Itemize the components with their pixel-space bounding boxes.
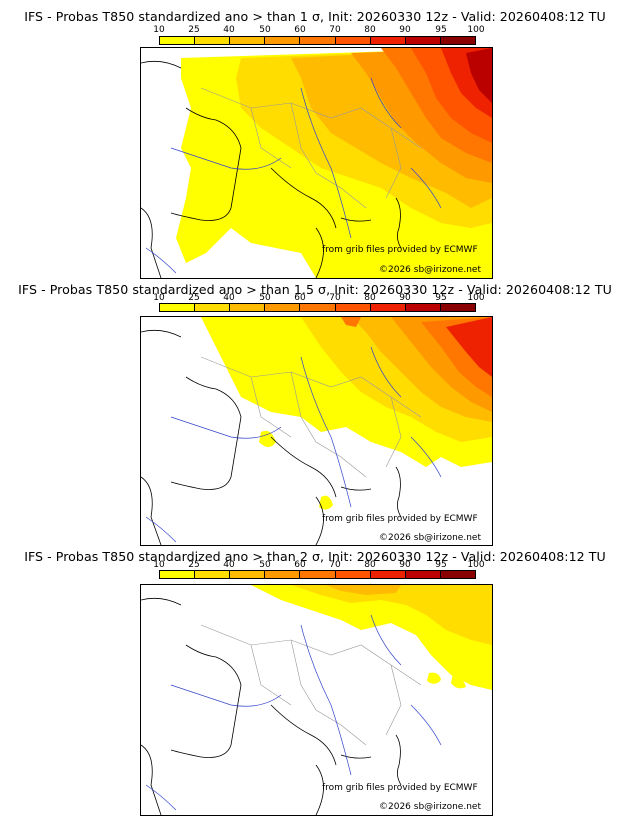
tick-label: 70 — [329, 25, 341, 35]
colorbar — [159, 570, 476, 579]
colorbar-bin — [264, 571, 300, 578]
tick-label: 60 — [294, 560, 306, 570]
map-frame — [140, 316, 493, 546]
colorbar-bin — [160, 571, 195, 578]
tick-label: 60 — [294, 25, 306, 35]
tick-label: 10 — [153, 560, 165, 570]
colorbar-bin — [369, 304, 405, 311]
panel-title: IFS - Probas T850 standardized ano > tha… — [24, 9, 606, 24]
tick-label: 100 — [467, 560, 485, 570]
colorbar-bin — [229, 571, 265, 578]
tick-label: 90 — [399, 560, 411, 570]
colorbar-bin — [264, 37, 300, 44]
tick-label: 25 — [188, 560, 200, 570]
tick-label: 95 — [435, 25, 447, 35]
credit-source: from grib files provided by ECMWF — [322, 245, 478, 255]
colorbar — [159, 36, 476, 45]
colorbar — [159, 303, 476, 312]
credit-source: from grib files provided by ECMWF — [322, 783, 478, 793]
tick-label: 60 — [294, 293, 306, 303]
map-frame — [140, 584, 493, 816]
colorbar-bin — [299, 304, 335, 311]
credit-copyright: ©2026 sb@irizone.net — [379, 802, 481, 812]
colorbar-bin — [439, 571, 475, 578]
colorbar-bin — [439, 304, 475, 311]
tick-label: 80 — [364, 293, 376, 303]
tick-label: 70 — [329, 560, 341, 570]
tick-label: 100 — [467, 293, 485, 303]
colorbar-bin — [334, 571, 370, 578]
colorbar-bin — [369, 571, 405, 578]
colorbar-ticks: 10 25 40 50 60 70 80 90 95 100 — [153, 25, 484, 35]
colorbar-bin — [160, 37, 195, 44]
colorbar-bin — [404, 37, 440, 44]
tick-label: 95 — [435, 560, 447, 570]
colorbar-bin — [194, 37, 230, 44]
colorbar-bin — [229, 37, 265, 44]
tick-label: 80 — [364, 25, 376, 35]
colorbar-ticks: 10 25 40 50 60 70 80 90 95 100 — [153, 560, 484, 570]
map-frame — [140, 47, 493, 279]
colorbar-bin — [299, 571, 335, 578]
colorbar-bin — [194, 571, 230, 578]
tick-label: 50 — [259, 25, 271, 35]
tick-label: 80 — [364, 560, 376, 570]
colorbar-bin — [194, 304, 230, 311]
tick-label: 50 — [259, 293, 271, 303]
credit-copyright: ©2026 sb@irizone.net — [379, 533, 481, 543]
colorbar-ticks: 10 25 40 50 60 70 80 90 95 100 — [153, 293, 484, 303]
tick-label: 25 — [188, 25, 200, 35]
tick-label: 10 — [153, 25, 165, 35]
colorbar-bin — [334, 37, 370, 44]
panel-title: IFS - Probas T850 standardized ano > tha… — [18, 282, 612, 297]
colorbar-bin — [404, 304, 440, 311]
tick-label: 70 — [329, 293, 341, 303]
tick-label: 50 — [259, 560, 271, 570]
probability-map — [141, 48, 492, 278]
colorbar-bin — [299, 37, 335, 44]
tick-label: 40 — [223, 25, 235, 35]
probability-map — [141, 317, 492, 545]
colorbar-bin — [229, 304, 265, 311]
colorbar-bin — [160, 304, 195, 311]
colorbar-bin — [334, 304, 370, 311]
tick-label: 25 — [188, 293, 200, 303]
colorbar-bin — [439, 37, 475, 44]
tick-label: 40 — [223, 560, 235, 570]
credit-source: from grib files provided by ECMWF — [322, 514, 478, 524]
tick-label: 90 — [399, 293, 411, 303]
probability-map — [141, 585, 492, 815]
panel-title: IFS - Probas T850 standardized ano > tha… — [24, 549, 606, 564]
tick-label: 40 — [223, 293, 235, 303]
credit-copyright: ©2026 sb@irizone.net — [379, 265, 481, 275]
tick-label: 95 — [435, 293, 447, 303]
tick-label: 100 — [467, 25, 485, 35]
tick-label: 90 — [399, 25, 411, 35]
colorbar-bin — [369, 37, 405, 44]
tick-label: 10 — [153, 293, 165, 303]
colorbar-bin — [264, 304, 300, 311]
colorbar-bin — [404, 571, 440, 578]
